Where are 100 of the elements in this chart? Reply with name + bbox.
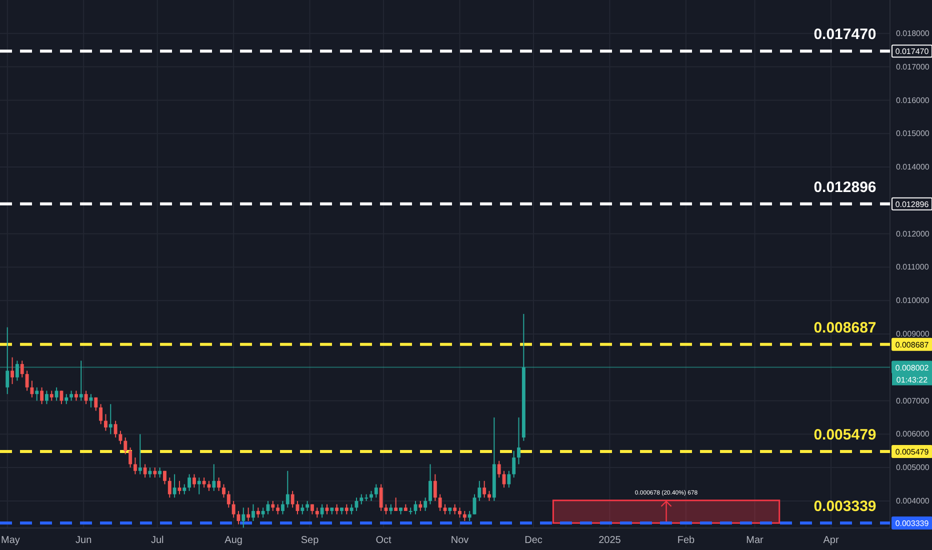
candlestick (226, 490, 230, 508)
candlestick (424, 497, 428, 512)
candlestick (320, 504, 324, 518)
candlestick (104, 414, 108, 432)
candlestick (89, 394, 93, 408)
candlestick (50, 390, 54, 402)
candlestick (178, 480, 182, 495)
candlestick (202, 477, 206, 488)
candlestick (286, 470, 290, 508)
candlestick (44, 390, 48, 405)
candlestick (10, 356, 14, 385)
text: 0.012896 (814, 178, 876, 196)
text: 0.005479 (814, 426, 876, 444)
candlestick (6, 326, 10, 395)
y-tick-label: 0.016000 (896, 96, 930, 105)
candlestick (458, 507, 462, 518)
y-tick-label: 0.017000 (896, 62, 930, 72)
candlestick (428, 464, 432, 505)
x-tick-label: 2025 (598, 535, 622, 546)
candlestick (168, 477, 172, 498)
candlestick (217, 477, 221, 492)
text: 01:43:22 (896, 375, 928, 384)
candlestick (30, 380, 34, 398)
candlestick (212, 464, 216, 492)
x-tick-label: Nov (450, 535, 469, 546)
ref-line-label: 0.008687 (895, 340, 930, 350)
ref-line-label: 0.003339 (895, 519, 930, 528)
candlestick (306, 500, 310, 512)
candlestick (94, 396, 98, 412)
candlestick (482, 480, 486, 498)
candlestick (99, 404, 103, 425)
y-tick-label: 0.014000 (896, 162, 930, 172)
x-tick-label: Apr (823, 535, 840, 546)
text: 0.017470 (814, 26, 876, 44)
x-tick-label: May (1, 535, 20, 546)
y-tick-label: 0.015000 (896, 129, 930, 138)
x-tick-label: Aug (224, 535, 242, 546)
candlestick (192, 474, 196, 488)
y-tick-label: 0.012000 (896, 229, 930, 238)
candlestick (188, 474, 192, 492)
candlestick (468, 510, 472, 522)
ref-line-label: 0.012896 (895, 200, 930, 209)
candlestick (502, 470, 506, 488)
candlestick (271, 500, 275, 512)
candlestick (242, 507, 246, 528)
candlestick (433, 474, 437, 502)
x-tick-label: Feb (677, 535, 695, 546)
candlestick (252, 504, 255, 522)
x-tick-label: Jun (76, 535, 92, 546)
candlestick (84, 390, 88, 405)
candlestick (138, 434, 142, 475)
candlestick (261, 507, 265, 518)
candlestick (79, 360, 83, 402)
y-tick-label: 0.010000 (896, 296, 930, 306)
candlestick (232, 500, 236, 518)
candlestick (344, 504, 348, 515)
candlestick (256, 507, 260, 518)
candlestick (394, 497, 398, 512)
y-tick-label: 0.018000 (896, 28, 930, 38)
candlestick (246, 507, 250, 522)
candlestick (118, 430, 122, 445)
candlestick (379, 484, 383, 512)
ref-line-label: 0.005479 (895, 448, 930, 457)
candlestick (163, 470, 166, 485)
candlestick (517, 416, 520, 465)
candlestick (70, 390, 74, 402)
y-tick-label: 0.009000 (896, 330, 930, 339)
candlestick (108, 404, 112, 435)
x-tick-label: Sep (300, 535, 320, 546)
y-tick-label: 0.006000 (896, 430, 930, 439)
y-tick-label: 0.011000 (896, 262, 930, 272)
candlestick (438, 494, 442, 512)
candlestick (60, 390, 64, 405)
candlestick (124, 436, 128, 455)
candlestick (143, 464, 147, 478)
y-tick-label: 0.007000 (896, 396, 930, 406)
candlestick (276, 504, 280, 515)
ref-line-label: 0.008002 (895, 363, 930, 372)
candlestick (488, 490, 491, 502)
candlestick (128, 447, 132, 468)
candlestick (35, 386, 39, 402)
candlestick (158, 467, 162, 478)
candlestick (15, 360, 19, 382)
ref-line-label: 0.017470 (895, 47, 930, 56)
candlestick (497, 460, 501, 478)
y-tick-label: 0.004000 (896, 496, 930, 506)
candlestick (54, 386, 58, 402)
candlestick (197, 477, 201, 495)
candlestick (389, 504, 393, 515)
candlestick (25, 370, 29, 392)
candlestick (222, 484, 226, 498)
x-tick-label: Oct (376, 535, 392, 546)
candlestick (462, 510, 466, 522)
candlestick (374, 484, 378, 498)
candlestick (290, 490, 294, 508)
candlestick (114, 420, 118, 438)
candlestick (172, 474, 176, 498)
candlestick (443, 504, 447, 515)
text: 0.003339 (814, 498, 876, 516)
candlestick (512, 450, 516, 478)
